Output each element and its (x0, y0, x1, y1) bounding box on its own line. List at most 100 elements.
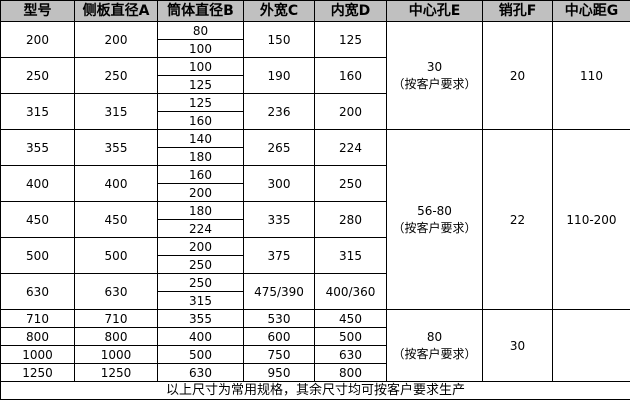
table-subrow: 125 (1, 75, 630, 94)
inner-width-d-cell: 125 (314, 21, 387, 58)
header-drum-diameter-b: 筒体直径B (157, 0, 244, 22)
center-hole-value: 56-80 (417, 203, 452, 218)
drum-b-cell: 180 (157, 201, 244, 220)
header-row: 型号 侧板直径A 筒体直径B 外宽C 内宽D 中心孔E 销孔F 中心距G (0, 0, 630, 22)
outer-width-c-cell: 750 (243, 345, 315, 364)
center-hole-note: （按客户要求） (392, 220, 477, 235)
model-cell: 500 (0, 237, 75, 274)
side-plate-a-cell: 710 (74, 309, 158, 328)
drum-b-cell: 140 (157, 129, 244, 148)
header-center-distance-g: 中心距G (552, 0, 630, 22)
model-cell: 450 (0, 201, 75, 238)
model-cell: 1250 (0, 363, 75, 382)
center-hole-note: （按客户要求） (392, 76, 477, 91)
inner-width-d-cell: 450 (314, 309, 387, 328)
model-cell: 800 (0, 327, 75, 346)
side-plate-a-cell: 315 (74, 93, 158, 130)
drum-b-cell: 200 (157, 183, 244, 202)
inner-width-d-cell: 315 (314, 237, 387, 274)
header-pin-hole-f: 销孔F (482, 0, 553, 22)
inner-width-d-cell: 200 (314, 93, 387, 130)
side-plate-a-cell: 500 (74, 237, 158, 274)
header-inner-width-d: 内宽D (314, 0, 387, 22)
center-hole-note: （按客户要求） (392, 346, 477, 361)
header-center-hole-e: 中心孔E (386, 0, 483, 22)
inner-width-d-cell: 800 (314, 363, 387, 382)
drum-b-cell: 250 (157, 255, 244, 274)
outer-width-c-cell: 600 (243, 327, 315, 346)
drum-b-cell: 180 (157, 147, 244, 166)
side-plate-a-cell: 1250 (74, 363, 158, 382)
inner-width-d-cell: 400/360 (314, 273, 387, 310)
drum-b-cell: 160 (157, 165, 244, 184)
table-subrow: 160 (1, 111, 630, 130)
side-plate-a-cell: 400 (74, 165, 158, 202)
model-cell: 200 (0, 21, 75, 58)
drum-b-cell: 200 (157, 237, 244, 256)
drum-b-cell: 315 (157, 291, 244, 310)
drum-b-cell: 125 (157, 75, 244, 94)
model-cell: 630 (0, 273, 75, 310)
center-distance-g-cell: 110-200 (552, 129, 630, 310)
center-hole-e-cell: 30 （按客户要求） (386, 21, 483, 130)
table-row: 710 710 355 530 450 80 （按客户要求） 30 (0, 309, 630, 382)
footer-note: 以上尺寸为常用规格，其余尺寸均可按客户要求生产 (0, 381, 630, 400)
inner-width-d-cell: 500 (314, 327, 387, 346)
center-hole-value: 30 (426, 59, 443, 74)
footer-row: 以上尺寸为常用规格，其余尺寸均可按客户要求生产 (0, 381, 630, 400)
center-distance-g-cell (552, 309, 630, 382)
model-cell: 355 (0, 129, 75, 166)
outer-width-c-cell: 265 (243, 129, 315, 166)
drum-b-cell: 400 (157, 327, 244, 346)
side-plate-a-cell: 450 (74, 201, 158, 238)
drum-b-cell: 100 (157, 57, 244, 76)
side-plate-a-cell: 630 (74, 273, 158, 310)
table-subrow: 200 (1, 183, 630, 202)
side-plate-a-cell: 800 (74, 327, 158, 346)
side-plate-a-cell: 1000 (74, 345, 158, 364)
side-plate-a-cell: 250 (74, 57, 158, 94)
table-row: 355 355 140 265 224 56-80 （按客户要求） 22 110-200 (0, 129, 630, 310)
drum-b-cell: 100 (157, 39, 244, 58)
table-row: 1250 1250 630 950 800 (0, 363, 630, 382)
outer-width-c-cell: 530 (243, 309, 315, 328)
drum-b-cell: 500 (157, 345, 244, 364)
outer-width-c-cell: 190 (243, 57, 315, 94)
table-row: 450 450 180 335 280 (0, 201, 630, 238)
drum-b-cell: 160 (157, 111, 244, 130)
inner-width-d-cell: 160 (314, 57, 387, 94)
table-subrow: 224 (1, 219, 630, 238)
header-side-plate-diameter-a: 侧板直径A (74, 0, 158, 22)
center-hole-e-cell: 56-80 （按客户要求） (386, 129, 483, 310)
outer-width-c-cell: 150 (243, 21, 315, 58)
inner-width-d-cell: 250 (314, 165, 387, 202)
header-outer-width-c: 外宽C (243, 0, 315, 22)
table-row: 250 250 100 190 160 (0, 57, 630, 94)
side-plate-a-cell: 355 (74, 129, 158, 166)
model-cell: 250 (0, 57, 75, 94)
inner-width-d-cell: 224 (314, 129, 387, 166)
table-body: 200 200 80 150 125 30 （按客户要求） 20 110 100 250 250 100… (0, 21, 630, 400)
model-cell: 315 (0, 93, 75, 130)
drum-b-cell: 630 (157, 363, 244, 382)
drum-b-cell: 224 (157, 219, 244, 238)
outer-width-c-cell: 950 (243, 363, 315, 382)
outer-width-c-cell: 475/390 (243, 273, 315, 310)
drum-b-cell: 80 (157, 21, 244, 40)
table-row: 1000 1000 500 750 630 (0, 345, 630, 364)
table-row: 200 200 80 150 125 30 （按客户要求） 20 110 (0, 21, 630, 130)
table-row: 630 630 250 475/390 400/360 (0, 273, 630, 310)
outer-width-c-cell: 236 (243, 93, 315, 130)
outer-width-c-cell: 300 (243, 165, 315, 202)
table-row: 400 400 160 300 250 (0, 165, 630, 202)
pin-hole-f-cell: 30 (482, 309, 553, 382)
pin-hole-f-cell: 20 (482, 21, 553, 130)
model-cell: 1000 (0, 345, 75, 364)
center-hole-value: 80 (426, 329, 443, 344)
outer-width-c-cell: 375 (243, 237, 315, 274)
inner-width-d-cell: 630 (314, 345, 387, 364)
center-hole-e-cell: 80 （按客户要求） (386, 309, 483, 382)
side-plate-a-cell: 200 (74, 21, 158, 58)
center-distance-g-cell: 110 (552, 21, 630, 130)
